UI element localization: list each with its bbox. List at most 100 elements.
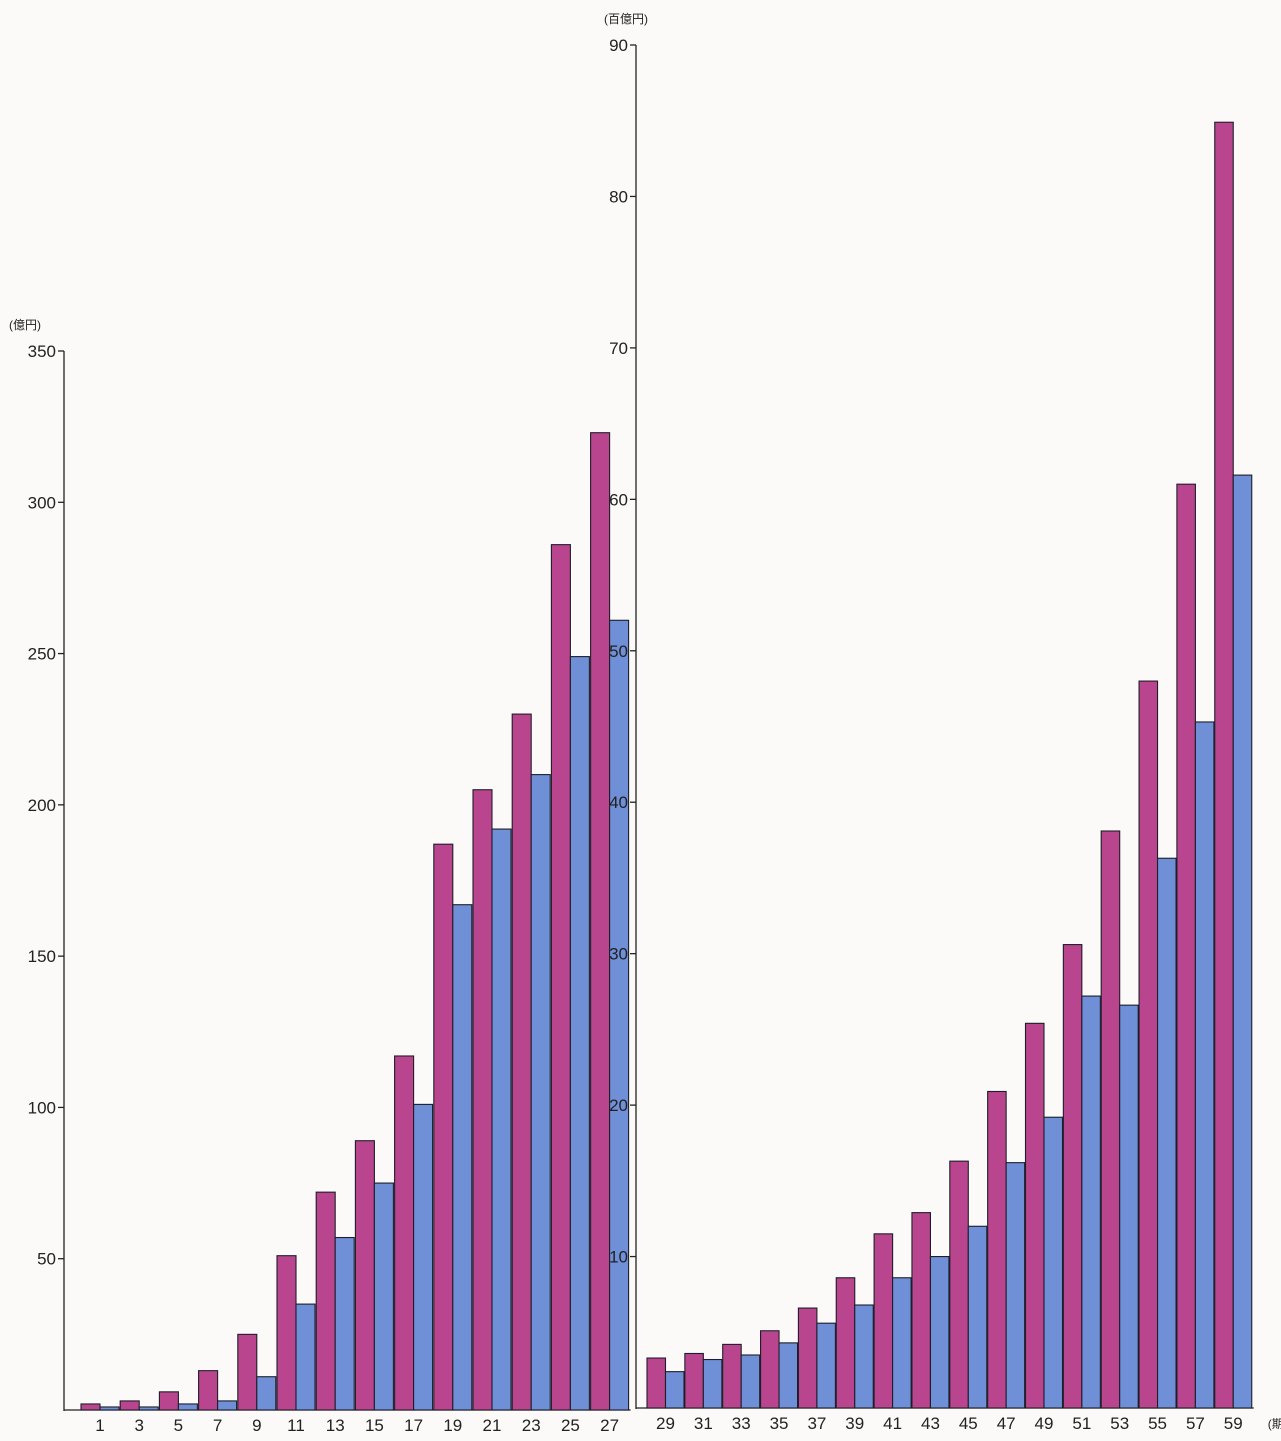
- left-bar-series-b: [530, 774, 551, 1411]
- right-y-tick-label: 50: [609, 642, 628, 661]
- right-bar-series-a: [759, 1330, 780, 1409]
- right-bar-series-b: [1194, 721, 1215, 1409]
- left-bar-series-a: [590, 432, 611, 1411]
- left-y-tick-label: 200: [28, 796, 56, 815]
- left-x-tick-label: 27: [600, 1416, 619, 1435]
- right-bar-series-b: [778, 1342, 799, 1409]
- right-bar-series-b: [702, 1358, 723, 1409]
- left-bar-series-a: [394, 1055, 415, 1411]
- left-x-tick-label: 11: [287, 1416, 305, 1435]
- left-bar-series-b: [609, 619, 630, 1411]
- right-chart: (百億円) (期) 10 20 30 40 50 60 70 80 90 29 31 33 35 37 39…: [604, 12, 1281, 1433]
- right-y-tick-label: 70: [609, 339, 628, 358]
- right-bar-series-b: [816, 1322, 836, 1409]
- left-x-tick-label: 23: [522, 1416, 541, 1435]
- left-bar-series-a: [237, 1333, 258, 1411]
- right-bar-series-b: [967, 1225, 988, 1409]
- right-x-tick-label: 47: [997, 1414, 1016, 1433]
- right-bar-series-b: [929, 1256, 950, 1409]
- right-y-unit-label: (百億円): [604, 12, 648, 26]
- right-bar-series-a: [646, 1357, 667, 1409]
- left-bar-series-b: [373, 1182, 394, 1411]
- left-x-tick-label: 15: [365, 1416, 384, 1435]
- left-x-tick-label: 17: [404, 1416, 423, 1435]
- left-y-tick-label: 100: [28, 1098, 56, 1117]
- left-bar-series-a: [315, 1191, 336, 1411]
- right-bar-series-b: [1043, 1116, 1064, 1409]
- right-x-tick-label: 35: [770, 1414, 789, 1433]
- left-bar-series-b: [138, 1406, 159, 1411]
- left-bar-series-b: [452, 904, 473, 1411]
- left-y-tick-label: 300: [28, 493, 56, 512]
- left-bar-series-a: [433, 843, 454, 1411]
- left-bar-series-b: [99, 1406, 120, 1411]
- right-bar-series-a: [1024, 1022, 1045, 1409]
- right-bar-series-a: [1062, 944, 1083, 1409]
- left-bar-series-a: [80, 1403, 101, 1411]
- left-bar-series-a: [276, 1255, 297, 1411]
- left-bar-series-b: [177, 1403, 198, 1411]
- right-x-tick-label: 43: [921, 1414, 940, 1433]
- left-bar-series-a: [158, 1391, 179, 1411]
- left-x-tick-label: 21: [483, 1416, 502, 1435]
- right-bar-series-b: [1157, 857, 1177, 1409]
- right-x-tick-label: 45: [959, 1414, 978, 1433]
- left-x-tick-label: 5: [174, 1416, 183, 1435]
- left-bar-series-b: [569, 656, 590, 1411]
- right-y-tick-label: 20: [609, 1096, 628, 1115]
- right-x-tick-label: 39: [845, 1414, 864, 1433]
- right-x-tick-label: 31: [694, 1414, 713, 1433]
- right-x-tick-label: 49: [1035, 1414, 1054, 1433]
- right-bar-series-a: [987, 1090, 1007, 1409]
- left-bar-series-a: [511, 713, 532, 1411]
- left-x-tick-label: 3: [134, 1416, 143, 1435]
- right-bar-series-b: [854, 1304, 874, 1409]
- right-bar-series-a: [835, 1277, 856, 1409]
- left-x-tick-label: 13: [326, 1416, 345, 1435]
- right-bar-series-b: [664, 1371, 685, 1409]
- right-bar-series-a: [911, 1212, 932, 1409]
- right-bar-series-b: [1119, 1004, 1139, 1409]
- right-bar-series-b: [892, 1277, 912, 1409]
- left-bar-series-b: [295, 1303, 316, 1411]
- right-x-tick-label: 53: [1110, 1414, 1129, 1433]
- right-bar-series-a: [722, 1343, 742, 1409]
- right-bar-series-a: [873, 1233, 894, 1409]
- left-bar-series-b: [413, 1103, 434, 1411]
- right-chart-marks: 10 20 30 40 50 60 70 80 90 29 31 33 35 37 39 41 43 45 47 49…: [609, 36, 1254, 1433]
- right-bar-series-b: [1081, 995, 1101, 1409]
- right-x-tick-label: 41: [883, 1414, 902, 1433]
- right-x-unit-label: (期): [1268, 1417, 1281, 1431]
- left-y-tick-label: 150: [28, 947, 56, 966]
- left-y-tick-label: 250: [28, 645, 56, 664]
- right-bar-series-b: [1005, 1162, 1026, 1409]
- left-bar-series-a: [550, 544, 571, 1411]
- right-y-tick-label: 10: [609, 1248, 628, 1267]
- left-x-tick-label: 7: [213, 1416, 222, 1435]
- left-y-unit-label: (億円): [9, 318, 41, 332]
- right-y-tick-label: 40: [609, 793, 628, 812]
- right-x-tick-label: 37: [807, 1414, 826, 1433]
- left-bar-series-b: [334, 1236, 355, 1411]
- left-x-tick-label: 9: [252, 1416, 261, 1435]
- left-bar-series-b: [217, 1400, 238, 1411]
- right-x-tick-label: 33: [732, 1414, 751, 1433]
- right-bar-series-a: [1176, 483, 1196, 1409]
- left-bar-series-a: [354, 1140, 375, 1411]
- left-bar-series-a: [119, 1400, 140, 1411]
- right-y-tick-label: 60: [609, 490, 628, 509]
- left-bar-series-b: [256, 1376, 277, 1411]
- right-bar-series-a: [797, 1307, 818, 1409]
- right-bar-series-a: [684, 1352, 704, 1409]
- left-y-tick-label: 350: [28, 342, 56, 361]
- right-y-tick-label: 30: [609, 945, 628, 964]
- right-bar-series-a: [949, 1160, 969, 1409]
- left-x-tick-label: 25: [561, 1416, 580, 1435]
- right-y-tick-label: 80: [609, 187, 628, 206]
- left-x-tick-label: 19: [443, 1416, 462, 1435]
- right-x-tick-label: 59: [1224, 1414, 1243, 1433]
- right-x-tick-label: 57: [1186, 1414, 1205, 1433]
- left-bar-series-b: [491, 828, 512, 1411]
